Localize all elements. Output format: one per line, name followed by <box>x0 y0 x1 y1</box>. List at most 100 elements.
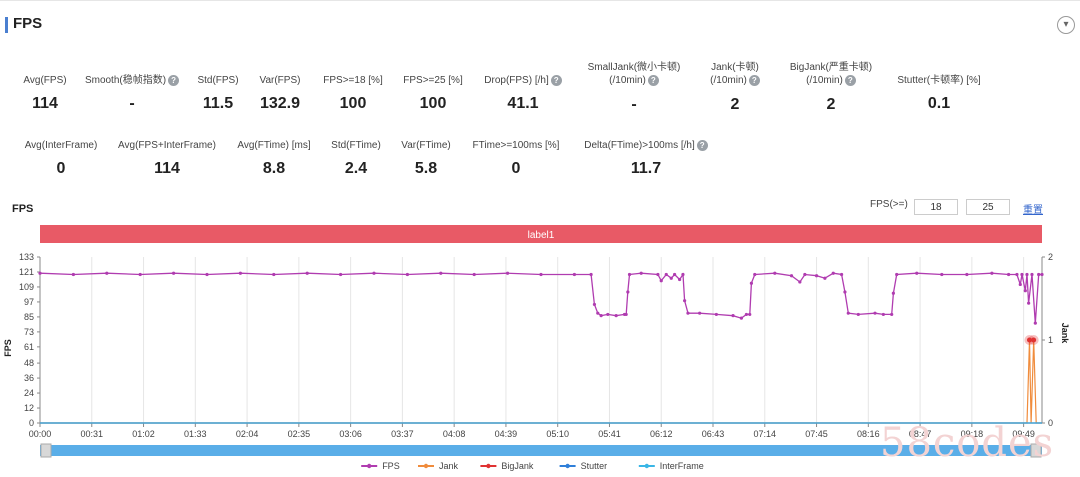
label-band-text: label1 <box>528 230 555 241</box>
metric-label: Avg(InterFrame) <box>24 140 98 151</box>
x-tick-label: 03:06 <box>339 429 362 439</box>
panel-header: FPS ▾ <box>0 0 1080 47</box>
metric-value: 114 <box>154 160 180 177</box>
fps-point <box>683 299 687 303</box>
metric-value: 114 <box>32 95 58 112</box>
legend-marker <box>565 463 570 469</box>
metric-avg-fps: Avg(FPS) 114 <box>16 74 74 113</box>
metric-value: - <box>129 95 135 112</box>
metric-label: BigJank(严重卡顿) <box>789 62 873 73</box>
fps-point <box>372 271 376 275</box>
metric-label-unit: (/10min) <box>806 75 843 86</box>
fps-point <box>803 272 807 277</box>
help-icon[interactable]: ? <box>748 74 760 86</box>
fps-point <box>1030 272 1034 277</box>
metric-value: 132.9 <box>259 95 301 112</box>
fps-point <box>990 271 994 275</box>
fps-point <box>1015 272 1019 277</box>
fps-point <box>664 272 668 277</box>
x-tick-label: 04:39 <box>495 429 518 439</box>
help-icon[interactable]: ? <box>696 139 708 151</box>
panel-title: FPS <box>13 15 43 32</box>
metric-label: Stutter(卡顿率) [%] <box>897 75 981 86</box>
fps-point <box>915 271 919 275</box>
fps-point <box>614 314 618 318</box>
fps-point <box>639 271 643 275</box>
legend-label-stutter[interactable]: Stutter <box>581 461 608 471</box>
fps-threshold-1-input[interactable]: 18 <box>914 199 958 215</box>
metric-label: FPS>=25 [%] <box>403 75 463 86</box>
fps-point <box>659 279 663 283</box>
metric-label: Avg(FPS) <box>23 75 67 86</box>
x-tick-label: 04:08 <box>443 429 466 439</box>
help-icon[interactable]: ? <box>168 74 180 86</box>
x-tick-label: 02:35 <box>288 429 311 439</box>
metric-var-fps: Var(FPS) 132.9 <box>254 74 306 113</box>
metric-stutter: Stutter(卡顿率) [%] 0.1 <box>890 74 988 113</box>
metric-label: FPS>=18 [%] <box>323 75 383 86</box>
fps-point <box>656 272 660 277</box>
help-icon[interactable]: ? <box>550 74 562 86</box>
fps-point <box>748 312 752 317</box>
legend-label-jank[interactable]: Jank <box>439 461 459 471</box>
x-tick-label: 05:10 <box>546 429 569 439</box>
fps-point <box>891 291 895 295</box>
fps-point <box>539 272 543 277</box>
metric-std-fps: Std(FPS) 11.5 <box>192 74 244 113</box>
fps-point <box>753 272 757 277</box>
fps-point <box>1027 301 1031 305</box>
fps-point <box>606 312 610 317</box>
chevron-down-icon[interactable]: ▾ <box>1057 16 1075 34</box>
fps-point <box>71 272 75 277</box>
metric-fps-ge-18: FPS>=18 [%] 100 <box>318 74 388 113</box>
fps-point <box>749 281 754 285</box>
metric-value: 8.8 <box>262 160 286 177</box>
fps-point <box>38 271 42 275</box>
help-icon[interactable]: ? <box>647 74 659 86</box>
x-tick-label: 06:12 <box>650 429 673 439</box>
fps-threshold-2-input[interactable]: 25 <box>966 199 1010 215</box>
series-line-fps <box>39 272 1042 324</box>
x-tick-label: 01:33 <box>184 429 207 439</box>
help-icon[interactable]: ? <box>844 74 856 86</box>
fps-point <box>823 276 827 280</box>
bigjank-marker-halo <box>1028 335 1039 345</box>
fps-point <box>773 271 777 275</box>
fps-point <box>627 272 632 277</box>
fps-point <box>698 311 702 315</box>
metric-label-unit: (/10min) <box>710 75 747 86</box>
metric-var-ftime: Var(FTime) 5.8 <box>396 139 456 178</box>
metric-fps-ge-25: FPS>=25 [%] 100 <box>398 74 468 113</box>
chart-title: FPS <box>12 203 34 215</box>
y-tick-label: 24 <box>24 388 34 398</box>
metric-value: 11.7 <box>630 160 662 177</box>
fps-point <box>572 272 577 277</box>
fps-point <box>599 314 603 318</box>
reset-link[interactable]: 重置 <box>1023 205 1043 216</box>
x-tick-label: 06:43 <box>702 429 725 439</box>
metric-smooth: Smooth(稳帧指数)? - <box>82 74 182 113</box>
y-tick-label: 12 <box>24 403 34 413</box>
y2-tick-label: 2 <box>1048 252 1053 262</box>
y2-tick-label: 1 <box>1048 335 1053 345</box>
range-handle-left[interactable] <box>40 443 52 458</box>
fps-point <box>305 271 309 275</box>
legend-label-bigjank[interactable]: BigJank <box>501 461 534 471</box>
legend-label-fps[interactable]: FPS <box>382 461 400 471</box>
fps-point <box>439 271 443 275</box>
fps-point <box>798 280 802 284</box>
fps-point <box>940 272 944 277</box>
metric-delta-ftime: Delta(FTime)>100ms [/h]? 11.7 <box>576 139 716 178</box>
title-accent-bar <box>5 17 8 33</box>
fps-point <box>873 311 877 315</box>
metric-label-unit: (/10min) <box>609 75 646 86</box>
fps-point <box>1037 272 1041 277</box>
y-tick-label: 0 <box>29 418 34 428</box>
metric-label: Jank(卡顿) <box>711 62 759 73</box>
fps-point <box>739 316 744 320</box>
metric-label: Smooth(稳帧指数) <box>84 75 167 86</box>
legend-label-interframe[interactable]: InterFrame <box>660 461 704 471</box>
y-axis-label: FPS <box>3 339 13 357</box>
metric-small-jank: SmallJank(微小卡顿) (/10min)? - <box>578 61 690 114</box>
